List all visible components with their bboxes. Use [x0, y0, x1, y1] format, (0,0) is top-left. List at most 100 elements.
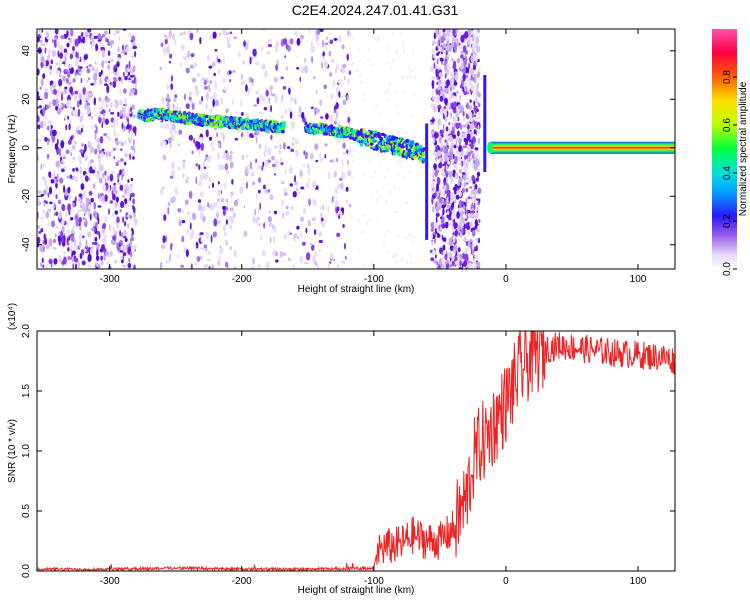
noise-blob	[176, 254, 179, 259]
noise-blob	[339, 210, 343, 219]
noise-blob	[460, 79, 465, 86]
noise-blob	[376, 190, 378, 194]
noise-blob	[113, 132, 116, 137]
noise-blob	[469, 238, 473, 245]
noise-blob	[282, 212, 285, 219]
noise-blob	[72, 51, 75, 54]
noise-blob	[127, 199, 130, 202]
noise-blob	[391, 31, 394, 35]
spectrogram-noise	[37, 29, 482, 269]
noise-blob	[191, 102, 195, 111]
noise-blob	[440, 129, 444, 135]
noise-blob	[296, 67, 300, 70]
noise-blob	[459, 187, 461, 194]
noise-blob	[307, 163, 310, 169]
noise-blob	[240, 73, 243, 81]
noise-blob	[88, 141, 92, 147]
noise-blob	[39, 39, 43, 43]
noise-blob	[198, 148, 201, 156]
noise-blob	[51, 39, 54, 44]
noise-blob	[183, 247, 187, 254]
noise-blob	[210, 234, 213, 243]
noise-blob	[466, 50, 468, 55]
noise-blob	[83, 46, 85, 50]
noise-blob	[472, 34, 475, 38]
noise-blob	[434, 168, 439, 178]
noise-blob	[94, 67, 99, 74]
noise-blob	[66, 229, 71, 234]
noise-blob	[251, 171, 255, 176]
noise-blob	[43, 209, 46, 214]
x-tick-label: -100	[364, 576, 384, 587]
noise-blob	[48, 186, 53, 195]
noise-blob	[471, 174, 475, 182]
noise-blob	[212, 31, 217, 39]
noise-blob	[448, 93, 452, 102]
noise-blob	[431, 89, 434, 98]
noise-blob	[414, 75, 416, 79]
noise-blob	[119, 89, 122, 95]
noise-blob	[124, 188, 127, 195]
noise-blob	[305, 182, 310, 189]
noise-blob	[225, 219, 228, 225]
noise-blob	[457, 117, 460, 122]
noise-blob	[98, 264, 101, 269]
noise-blob	[108, 67, 111, 75]
noise-blob	[396, 51, 398, 55]
noise-blob	[132, 204, 134, 210]
noise-blob	[95, 43, 99, 52]
noise-blob	[307, 219, 312, 227]
noise-blob	[448, 170, 453, 178]
noise-blob	[160, 139, 164, 147]
noise-blob	[463, 165, 468, 173]
noise-blob	[61, 168, 65, 173]
noise-blob	[377, 36, 379, 40]
noise-blob	[219, 247, 224, 254]
noise-blob	[454, 230, 458, 237]
noise-blob	[78, 216, 83, 223]
noise-blob	[289, 111, 293, 119]
noise-blob	[218, 254, 221, 262]
noise-blob	[438, 133, 441, 137]
noise-blob	[69, 53, 74, 60]
noise-blob	[435, 254, 437, 259]
noise-blob	[161, 186, 166, 190]
noise-blob	[441, 49, 446, 55]
noise-blob	[37, 236, 41, 244]
noise-blob	[91, 66, 95, 72]
noise-blob	[409, 113, 412, 117]
noise-blob	[442, 163, 447, 167]
colorbar-tick-label: 0.4	[722, 166, 733, 180]
noise-blob	[213, 72, 216, 77]
noise-blob	[455, 194, 460, 200]
noise-blob	[245, 181, 249, 190]
noise-blob	[401, 159, 403, 163]
noise-blob	[467, 124, 470, 130]
noise-blob	[222, 29, 227, 36]
noise-blob	[393, 254, 396, 258]
noise-blob	[63, 250, 67, 255]
noise-blob	[445, 177, 448, 183]
spectrogram-x-ticks: -300 -200 -100 0 100	[100, 29, 647, 285]
noise-blob	[104, 216, 107, 223]
noise-blob	[190, 64, 194, 69]
noise-blob	[201, 96, 203, 102]
noise-blob	[179, 32, 184, 36]
noise-blob	[47, 220, 50, 227]
y-tick-label: 20	[21, 93, 32, 105]
noise-blob	[87, 231, 92, 238]
noise-blob	[109, 81, 112, 86]
noise-blob	[255, 136, 258, 144]
noise-blob	[333, 258, 335, 262]
noise-blob	[360, 80, 362, 84]
noise-blob	[107, 78, 111, 83]
noise-blob	[116, 133, 119, 139]
noise-blob	[453, 255, 458, 262]
noise-blob	[315, 36, 318, 44]
noise-blob	[362, 172, 365, 176]
noise-blob	[464, 151, 468, 156]
noise-blob	[312, 199, 317, 207]
noise-blob	[284, 169, 287, 174]
noise-blob	[70, 152, 73, 157]
noise-blob	[104, 76, 108, 83]
